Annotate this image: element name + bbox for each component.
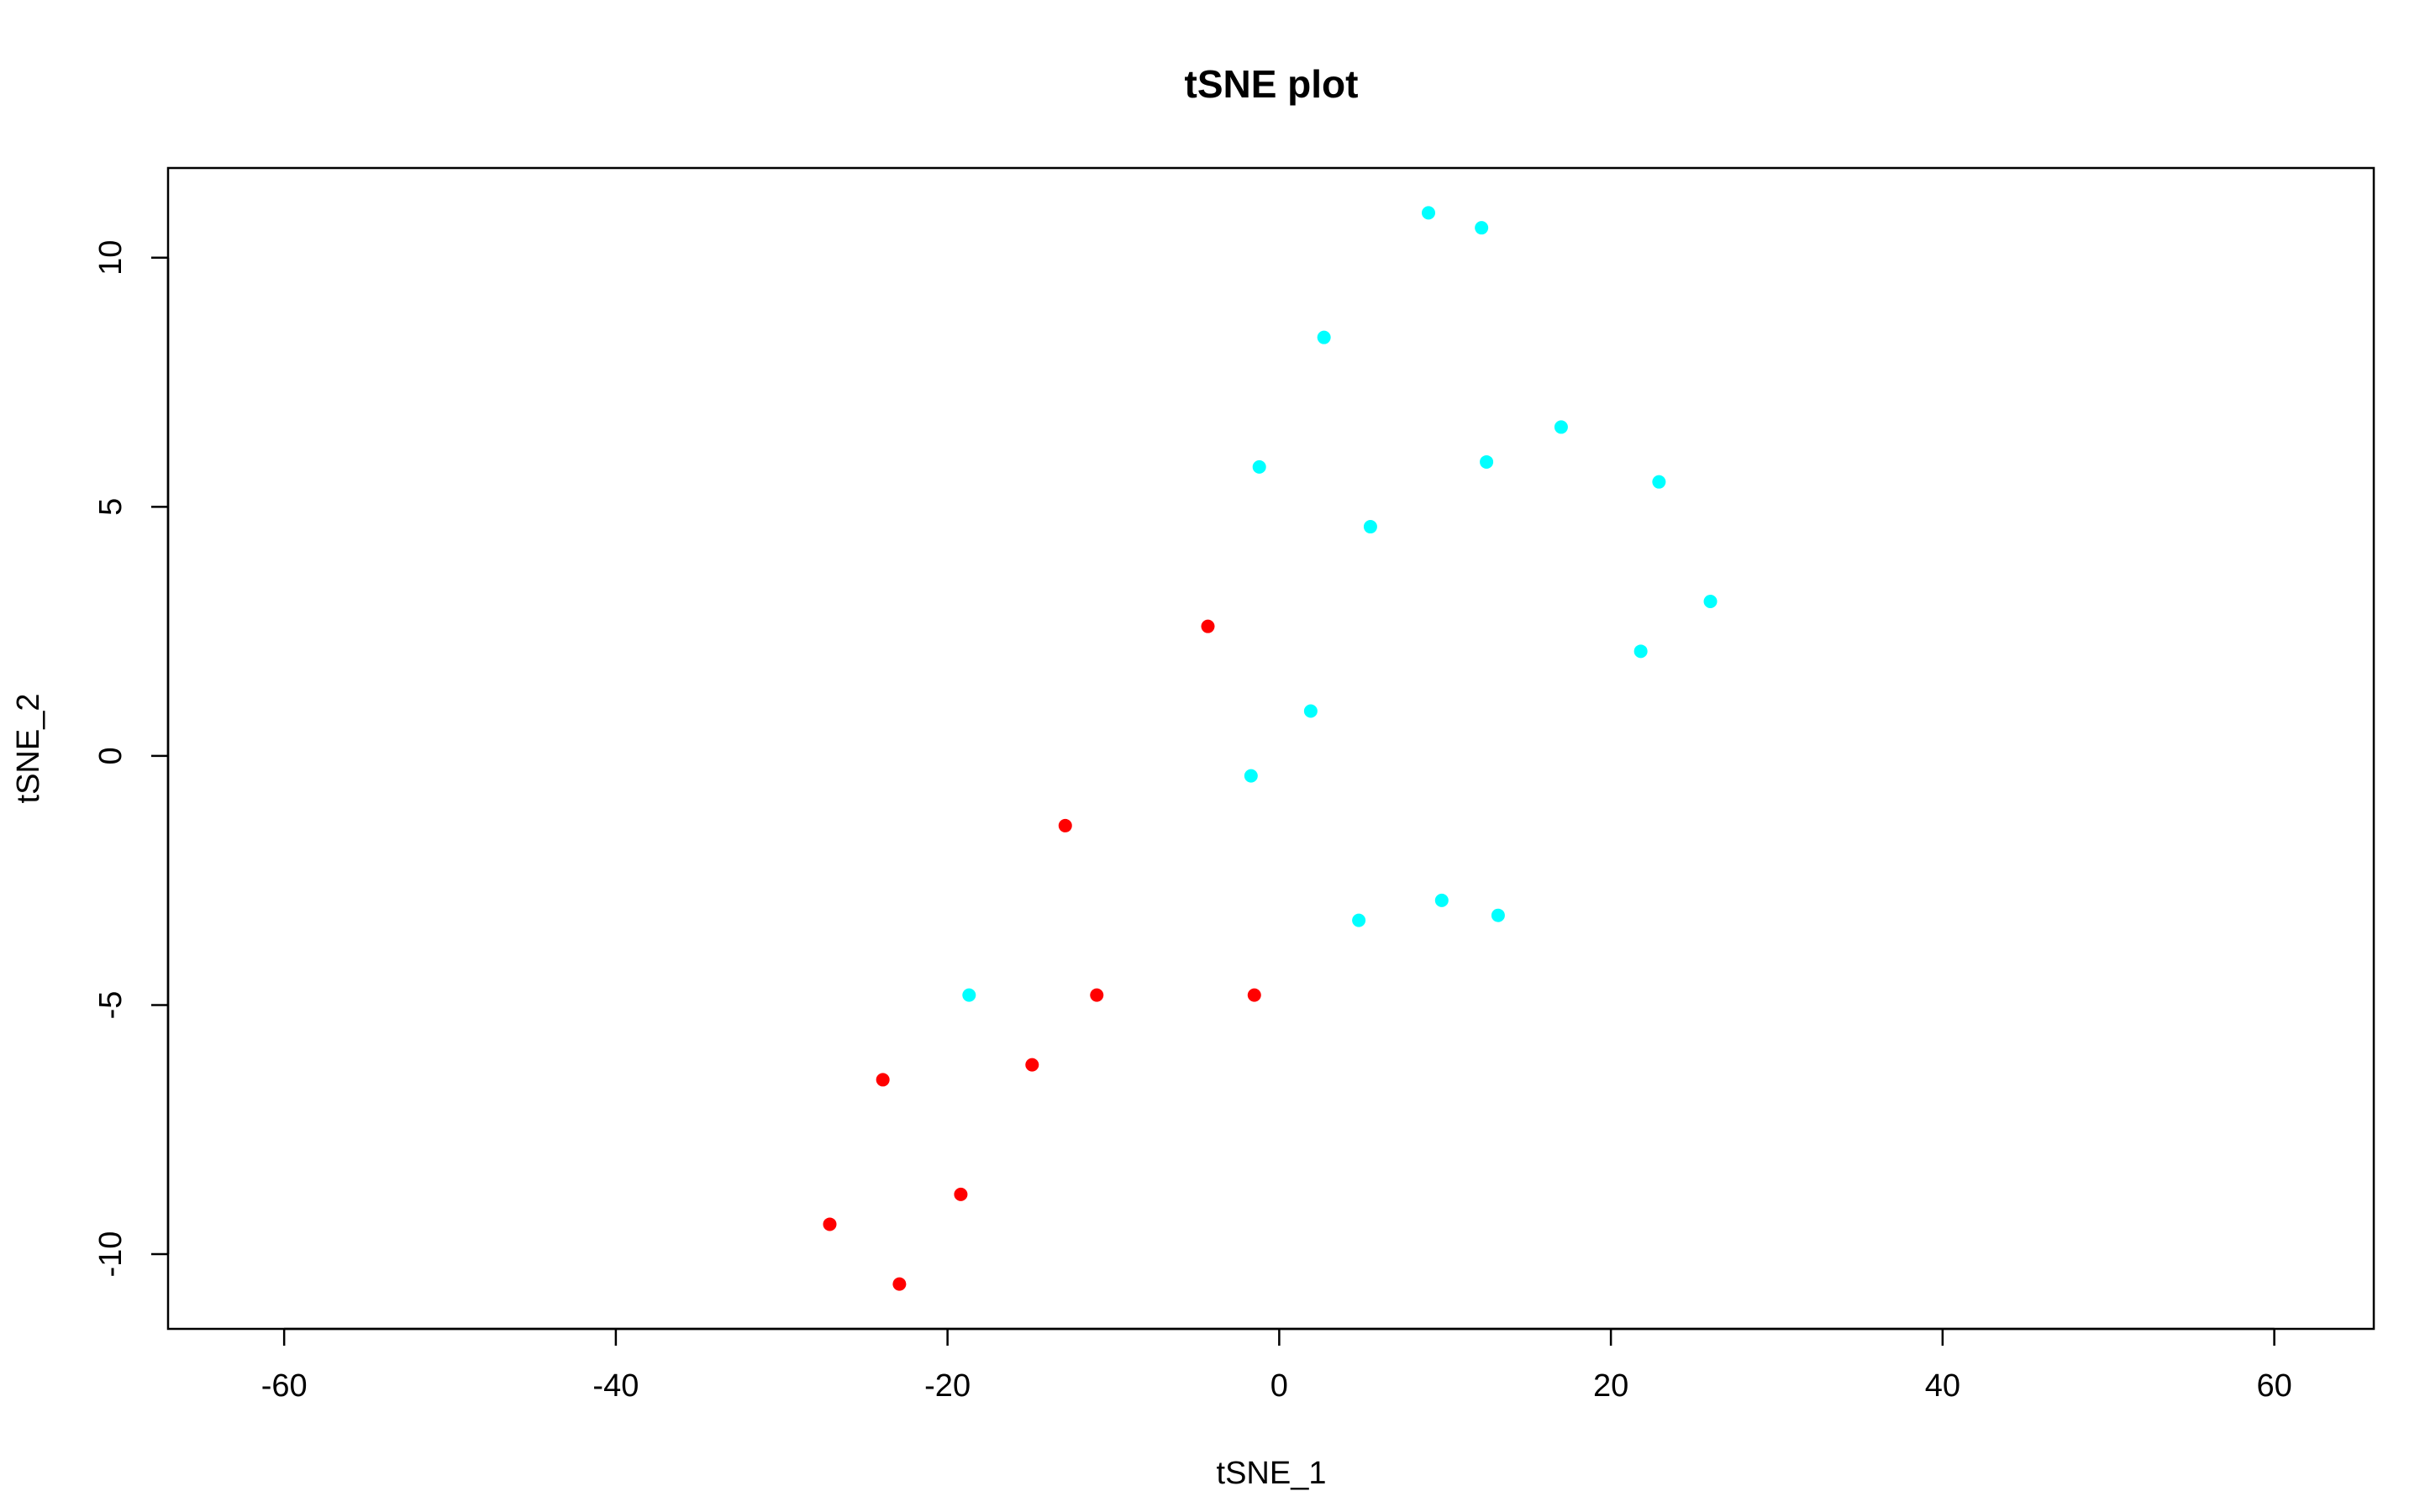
data-point bbox=[1475, 221, 1489, 235]
data-point bbox=[1058, 818, 1072, 832]
y-tick-label: -10 bbox=[93, 1231, 129, 1278]
data-point bbox=[1491, 908, 1505, 922]
y-tick-label: 5 bbox=[93, 498, 129, 516]
data-point bbox=[892, 1277, 907, 1291]
x-tick-label: -20 bbox=[924, 1368, 971, 1404]
y-tick-label: -5 bbox=[93, 991, 129, 1020]
data-points bbox=[823, 206, 1718, 1291]
data-point bbox=[1090, 988, 1104, 1002]
data-point bbox=[1422, 206, 1435, 220]
chart-title: tSNE plot bbox=[1185, 62, 1359, 106]
data-point bbox=[1244, 769, 1258, 783]
data-point bbox=[1252, 459, 1266, 474]
data-point bbox=[1025, 1058, 1039, 1072]
x-tick-label: 40 bbox=[1925, 1368, 1960, 1404]
data-point bbox=[1201, 619, 1215, 633]
data-point bbox=[1480, 454, 1494, 469]
data-point bbox=[1652, 475, 1666, 489]
data-point bbox=[1317, 330, 1331, 344]
y-tick-label: 0 bbox=[93, 747, 129, 764]
data-point bbox=[1352, 913, 1366, 927]
data-point bbox=[1434, 893, 1449, 907]
data-point bbox=[954, 1187, 968, 1201]
data-point bbox=[1247, 988, 1261, 1002]
x-axis-label: tSNE_1 bbox=[1217, 1456, 1327, 1491]
x-tick-label: 20 bbox=[1593, 1368, 1628, 1404]
plot-frame bbox=[166, 166, 2375, 1331]
x-tick-label: 60 bbox=[2256, 1368, 2291, 1404]
data-point bbox=[1703, 595, 1718, 609]
data-point bbox=[1303, 704, 1318, 718]
x-tick-label: 0 bbox=[1270, 1368, 1288, 1404]
y-axis-label: tSNE_2 bbox=[11, 694, 46, 804]
data-point bbox=[962, 988, 976, 1002]
data-point bbox=[1554, 420, 1568, 434]
data-point bbox=[823, 1217, 837, 1231]
y-tick-label: 10 bbox=[93, 240, 129, 276]
x-tick-label: -40 bbox=[592, 1368, 639, 1404]
data-point bbox=[1634, 644, 1648, 659]
x-tick-label: -60 bbox=[261, 1368, 308, 1404]
data-point bbox=[1363, 520, 1377, 534]
x-axis: -60 -40 -20 0 20 40 60 bbox=[261, 1327, 2292, 1404]
data-point bbox=[876, 1073, 890, 1087]
y-axis: -10 -5 0 5 10 bbox=[93, 240, 170, 1278]
